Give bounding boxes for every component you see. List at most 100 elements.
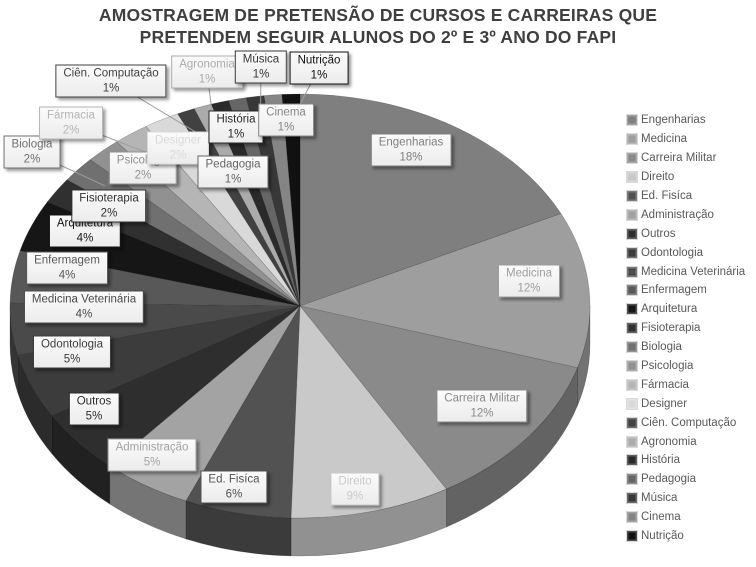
legend-item-nutri-o: Nutrição [626,527,745,546]
data-label-name: Carreira Militar [444,392,520,405]
legend-swatch-icon [626,454,638,467]
data-label-name: Administração [115,441,189,454]
data-label-name: Medicina Veterinária [31,293,137,306]
legend-item-direito: Direito [626,168,745,187]
data-label-value: 5% [143,456,161,468]
data-label-name: Designer [154,134,202,147]
legend-swatch-icon [626,416,638,429]
legend-label: Música [641,492,678,505]
legend-label: Medicina Veterinária [641,265,746,278]
legend: Engenharias Medicina Carreira Militar Direi… [626,111,746,546]
data-label-name: Engenharias [378,136,444,149]
legend-label: Pedagogia [641,473,696,486]
pie-slice [245,95,301,307]
data-label-name: Pedagogia [205,158,261,171]
pie-slice [263,94,301,307]
legend-label: Cinema [641,511,681,524]
legend-swatch-icon [626,303,638,316]
data-label-name: Enfermagem [34,254,100,267]
legend-swatch-icon [626,322,638,335]
data-label-value: 4% [76,232,94,244]
legend-label: Fisioterapia [641,322,701,335]
data-label-nutri-o: Nutrição 1% [289,51,349,85]
data-label-value: 1% [102,82,120,94]
data-label-name: Fisioterapia [79,192,139,205]
legend-label: Ciên. Computação [641,416,737,429]
legend-label: Carreira Militar [641,152,717,165]
data-label-engenharias: Engenharias 18% [370,133,452,167]
data-label-ci-n-computa-o: Ciên. Computação 1% [55,64,167,98]
data-label-value: 2% [100,207,118,219]
legend-label: Administração [641,208,714,221]
data-label-name: Ciên. Computação [63,67,159,80]
data-label-odontologia: Odontologia 5% [32,335,112,369]
data-label-value: 4% [75,308,93,320]
data-label-value: 1% [198,73,216,85]
data-label-agronomia: Agronomia 1% [171,55,243,89]
data-label-biologia: Biologia 2% [3,135,61,169]
data-label-value: 1% [310,69,328,81]
legend-swatch-icon [626,114,638,127]
pie-slice [17,305,301,417]
legend-swatch-icon [626,397,638,410]
legend-swatch-icon [626,171,638,184]
legend-label: Ed. Fisíca [641,190,693,202]
data-label-value: 2% [62,124,80,136]
legend-swatch-icon [626,492,638,505]
data-label-ed-fis-ca: Ed. Fisíca 6% [200,470,268,504]
legend-item-outros: Outros [626,224,745,243]
data-label-pedagogia: Pedagogia 1% [197,155,269,189]
legend-swatch-icon [626,435,638,448]
data-label-f-rmacia: Fármacia 2% [39,106,103,140]
legend-label: História [641,454,680,467]
data-label-value: 4% [58,269,76,281]
legend-swatch-icon [626,133,638,146]
legend-swatch-icon [626,511,638,524]
data-label-value: 2% [23,153,41,165]
legend-swatch-icon [626,246,638,259]
data-label-value: 6% [225,488,243,500]
legend-item-f-rmacia: Fármacia [626,375,745,394]
legend-label: Direito [641,171,675,184]
legend-label: Biologia [641,341,682,354]
pie-slice [228,97,301,307]
legend-label: Agronomia [641,435,697,448]
legend-item-arquitetura: Arquitetura [626,300,745,319]
legend-label: Psicologia [641,360,694,373]
data-label-administra-o: Administração 5% [107,438,197,472]
data-label-name: Outros [76,395,112,408]
data-label-medicina-veterin-ria: Medicina Veterinária 4% [23,290,145,324]
legend-label: Enfermagem [641,284,707,297]
data-label-value: 1% [252,68,270,80]
data-label-m-sica: Música 1% [234,50,288,84]
data-label-name: Cinema [266,106,306,119]
legend-label: Designer [641,397,688,410]
legend-swatch-icon [626,284,638,297]
pie-slice [299,93,562,307]
legend-item-m-sica: Música [626,489,745,508]
legend-swatch-icon [626,341,638,354]
legend-item-psicologia: Psicologia [626,357,745,376]
legend-swatch-icon [626,378,638,391]
data-label-outros: Outros 5% [68,392,120,426]
data-label-direito: Direito 9% [330,472,380,506]
legend-item-cinema: Cinema [626,508,745,527]
data-label-name: Música [242,53,280,66]
legend-item-designer: Designer [626,394,745,413]
legend-label: Odontologia [641,246,704,259]
legend-item-fisioterapia: Fisioterapia [626,319,745,338]
data-label-value: 9% [346,490,364,502]
pie-slice [281,93,301,307]
chart-title: AMOSTRAGEM DE PRETENSÃO DE CURSOS E CARR… [0,4,756,48]
data-label-name: Agronomia [179,58,235,71]
data-label-value: 12% [517,282,541,294]
legend-label: Arquitetura [641,303,698,316]
pie-slice [298,213,591,369]
data-label-name: Odontologia [40,338,104,351]
chart-title-line1: AMOSTRAGEM DE PRETENSÃO DE CURSOS E CARR… [98,5,658,25]
legend-item-administra-o: Administração [626,205,745,224]
data-label-fisioterapia: Fisioterapia 2% [71,189,147,223]
legend-item-medicina: Medicina [626,130,745,149]
legend-item-odontologia: Odontologia [626,243,745,262]
